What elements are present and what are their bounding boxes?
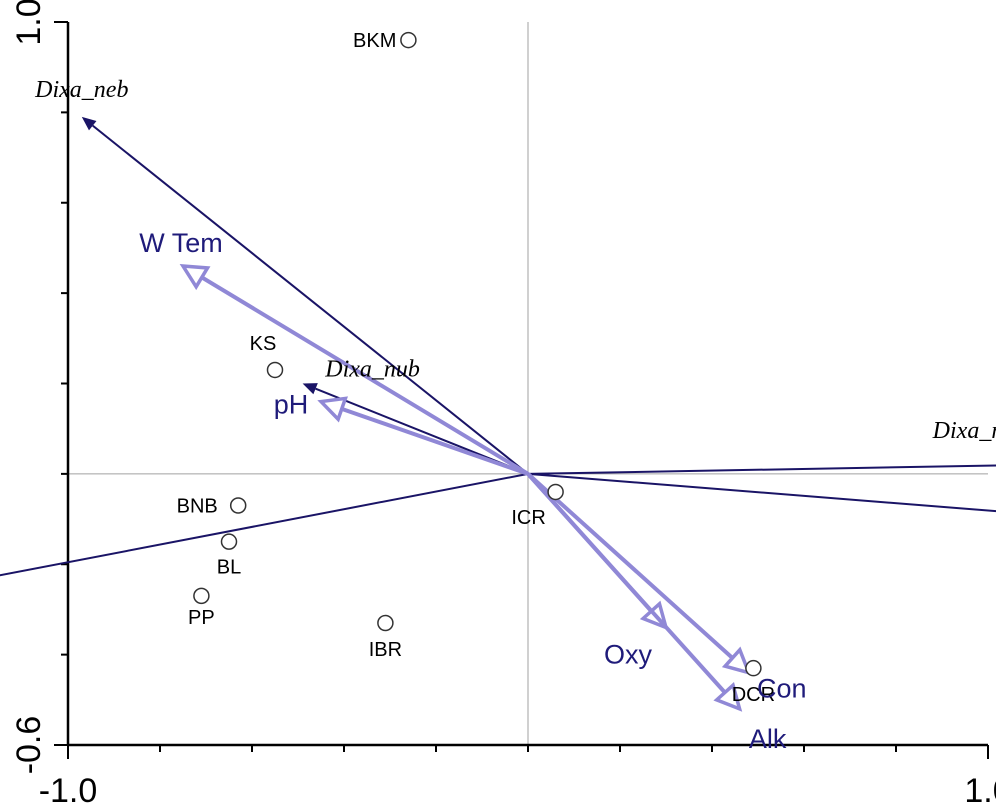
env-label-alk: Alk (749, 724, 787, 754)
site-point-bnb (229, 497, 247, 514)
y-tick-label: -0.6 (10, 716, 48, 775)
env-arrow-con (526, 472, 734, 660)
env-arrowhead-ph (317, 396, 348, 423)
site-label-icr: ICR (511, 507, 545, 529)
species-arrows (0, 116, 996, 577)
species-arrowhead-dixa-neb (81, 116, 97, 131)
site-label-dcr: DCR (732, 684, 775, 706)
x-tick-label: -1.0 (39, 772, 98, 810)
site-label-bnb: BNB (177, 496, 218, 518)
species-arrow-dixa-mac (527, 464, 996, 475)
site-point-ks (266, 361, 284, 379)
site-point-ibr (377, 614, 394, 632)
species-arrow-dixa-pub (0, 472, 529, 577)
species-arrow-dixa-sub (527, 472, 996, 513)
site-point-bl (220, 533, 238, 550)
site-label-ks: KS (250, 333, 277, 355)
env-arrowhead-alk (713, 681, 743, 712)
site-label-ibr: IBR (369, 639, 402, 661)
species-label-dixa-neb: Dixa_neb (34, 77, 128, 103)
axes: -0.6 1.0 -1.0 1.0 (10, 0, 996, 810)
species-arrow-dixa-neb (92, 124, 529, 475)
site-point-pp (193, 587, 210, 605)
env-label-oxy: Oxy (604, 640, 653, 670)
env-arrow-w-tem (200, 275, 530, 476)
environmental-arrows (179, 263, 752, 712)
site-label-pp: PP (188, 607, 215, 629)
env-arrow-alk (526, 472, 727, 694)
zero-lines (68, 22, 988, 745)
env-arrowhead-w-tem (179, 263, 211, 291)
site-point-bkm (400, 31, 417, 49)
species-label-dixa-nub: Dixa_nub (324, 357, 420, 383)
env-arrowhead-con (721, 646, 752, 676)
species-arrowhead-dixa-nub (302, 383, 318, 395)
site-points (193, 31, 762, 677)
site-label-bkm: BKM (353, 30, 396, 52)
site-point-dcr (745, 659, 762, 677)
env-label-ph: pH (274, 390, 309, 420)
env-label-con: Con (757, 674, 807, 704)
y-tick-label: 1.0 (10, 0, 48, 46)
env-label-w-tem: W Tem (139, 228, 223, 258)
site-label-bl: BL (217, 557, 241, 579)
site-point-icr (547, 483, 564, 501)
env-arrow-ph (341, 406, 529, 476)
labels: BKMKSSCRSBRICRBNBBLPPIBRDCRDixa_nebDixa_… (34, 30, 996, 754)
x-tick-label: 1.0 (964, 772, 996, 810)
species-label-dixa-mac: Dixa_mac (932, 418, 996, 444)
